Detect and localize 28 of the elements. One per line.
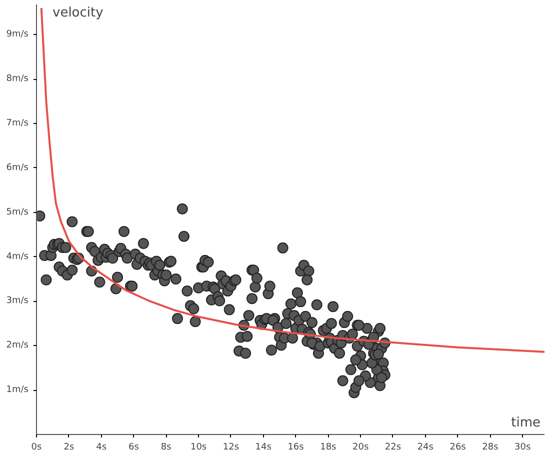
x-tick-label: 0s: [31, 442, 42, 452]
y-tick-label: 3m/s: [6, 296, 29, 306]
x-tick-label: 20s: [352, 442, 369, 452]
x-tick-label: 22s: [384, 442, 402, 452]
line-series: [40, 7, 544, 353]
x-tick-label: 10s: [190, 442, 207, 452]
x-axis-title: time: [511, 416, 541, 430]
x-tick-label: 4s: [96, 442, 107, 452]
x-tick-label: 26s: [450, 442, 466, 452]
x-tick-label: 14s: [255, 442, 272, 452]
x-tick-label: 6s: [128, 442, 140, 452]
y-tick-label: 5m/s: [6, 207, 29, 218]
y-tick-label: 2m/s: [6, 340, 29, 351]
y-axis-title: velocity: [52, 6, 104, 20]
y-tick-label: 6m/s: [6, 162, 29, 173]
y-tick-label: 8m/s: [6, 74, 29, 84]
x-tick-label: 8s: [160, 442, 172, 452]
x-tick-label: 30s: [514, 442, 532, 452]
x-tick-label: 24s: [417, 442, 434, 452]
y-tick-label: 4m/s: [6, 252, 29, 262]
x-tick-label: 2s: [64, 442, 74, 452]
y-tick-label: 9m/s: [6, 30, 29, 40]
x-tick-label: 16s: [288, 442, 304, 452]
x-tick-label: 12s: [222, 442, 240, 452]
y-tick-label: 1m/s: [6, 385, 29, 396]
x-tick-label: 28s: [482, 442, 499, 452]
x-tick-label: 18s: [320, 442, 337, 452]
y-tick-label: 7m/s: [6, 118, 29, 129]
